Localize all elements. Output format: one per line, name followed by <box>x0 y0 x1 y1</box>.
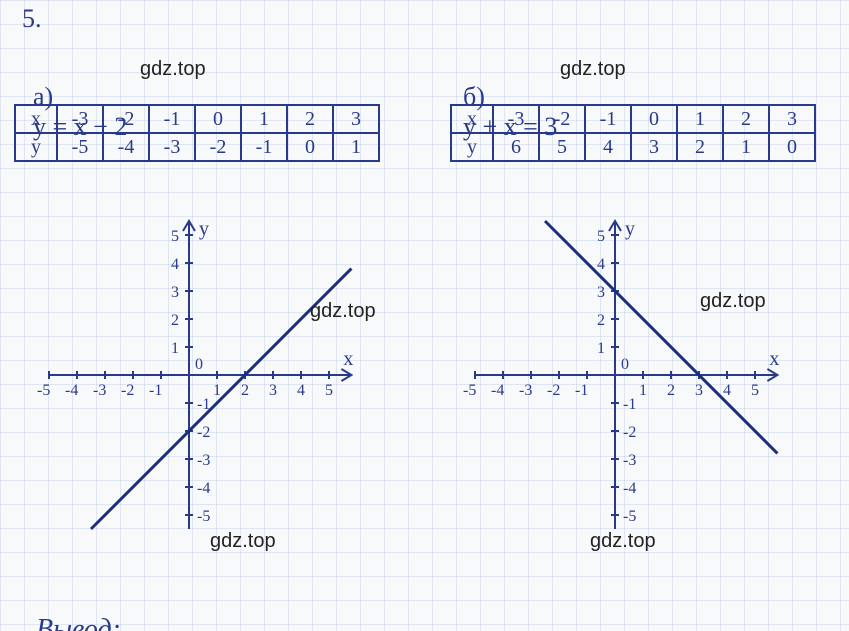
svg-text:1: 1 <box>597 340 605 357</box>
cell: 5 <box>539 133 585 161</box>
graph-a: -5-4-3-2-112345-5-4-3-2-1123450xy <box>14 180 384 570</box>
cell: 0 <box>769 133 815 161</box>
watermark: gdz.top <box>700 290 766 313</box>
cell: -4 <box>103 133 149 161</box>
row-header-x: x <box>451 105 493 133</box>
svg-text:5: 5 <box>597 228 605 245</box>
svg-text:3: 3 <box>695 382 703 399</box>
svg-text:x: x <box>769 348 779 370</box>
row-header-x: x <box>15 105 57 133</box>
svg-text:3: 3 <box>171 284 179 301</box>
cell: -2 <box>539 105 585 133</box>
table-row: y 6 5 4 3 2 1 0 <box>451 133 815 161</box>
cell: 2 <box>677 133 723 161</box>
conclusion: Вывод: прямая <box>22 582 122 631</box>
cell: 3 <box>333 105 379 133</box>
svg-text:-2: -2 <box>623 424 636 441</box>
cell: 3 <box>631 133 677 161</box>
cell: 0 <box>631 105 677 133</box>
svg-text:-1: -1 <box>623 396 636 413</box>
svg-text:-2: -2 <box>121 382 134 399</box>
cell: 1 <box>241 105 287 133</box>
svg-text:-3: -3 <box>623 452 636 469</box>
cell: 0 <box>195 105 241 133</box>
svg-text:5: 5 <box>171 228 179 245</box>
cell: 2 <box>723 105 769 133</box>
svg-text:-4: -4 <box>623 480 636 497</box>
cell: 3 <box>769 105 815 133</box>
svg-text:4: 4 <box>171 256 179 273</box>
table-row: y -5 -4 -3 -2 -1 0 1 <box>15 133 379 161</box>
watermark: gdz.top <box>560 58 626 81</box>
svg-text:-5: -5 <box>463 382 476 399</box>
table-row: x -3 -2 -1 0 1 2 3 <box>15 105 379 133</box>
watermark: gdz.top <box>310 300 376 323</box>
cell: -5 <box>57 133 103 161</box>
svg-text:4: 4 <box>723 382 731 399</box>
cell: 1 <box>723 133 769 161</box>
svg-text:1: 1 <box>639 382 647 399</box>
svg-text:-3: -3 <box>519 382 532 399</box>
svg-text:1: 1 <box>213 382 221 399</box>
graph-b: -5-4-3-2-112345-5-4-3-2-1123450xy <box>440 180 840 570</box>
svg-text:1: 1 <box>171 340 179 357</box>
svg-text:4: 4 <box>597 256 605 273</box>
watermark: gdz.top <box>140 58 206 81</box>
cell: 4 <box>585 133 631 161</box>
svg-text:0: 0 <box>621 356 629 373</box>
svg-text:-3: -3 <box>93 382 106 399</box>
cell: -2 <box>195 133 241 161</box>
svg-text:-1: -1 <box>575 382 588 399</box>
cell: -1 <box>149 105 195 133</box>
svg-text:5: 5 <box>751 382 759 399</box>
svg-text:-4: -4 <box>491 382 504 399</box>
svg-text:-5: -5 <box>37 382 50 399</box>
svg-text:-2: -2 <box>547 382 560 399</box>
cell: -2 <box>103 105 149 133</box>
table-b: x -3 -2 -1 0 1 2 3 y 6 5 4 3 2 1 0 <box>450 104 816 162</box>
cell: -3 <box>149 133 195 161</box>
cell: -1 <box>241 133 287 161</box>
svg-text:-4: -4 <box>197 480 210 497</box>
svg-text:-2: -2 <box>197 424 210 441</box>
cell: 1 <box>333 133 379 161</box>
row-header-y: y <box>15 133 57 161</box>
svg-text:3: 3 <box>597 284 605 301</box>
svg-text:-3: -3 <box>197 452 210 469</box>
row-header-y: y <box>451 133 493 161</box>
table-a: x -3 -2 -1 0 1 2 3 y -5 -4 -3 -2 -1 0 1 <box>14 104 380 162</box>
problem-number: 5. <box>22 4 42 34</box>
table-row: x -3 -2 -1 0 1 2 3 <box>451 105 815 133</box>
svg-text:4: 4 <box>297 382 305 399</box>
conclusion-label: Вывод: <box>36 614 121 631</box>
svg-text:2: 2 <box>171 312 179 329</box>
cell: -3 <box>493 105 539 133</box>
svg-text:y: y <box>625 218 635 240</box>
svg-text:0: 0 <box>195 356 203 373</box>
cell: 6 <box>493 133 539 161</box>
svg-text:2: 2 <box>667 382 675 399</box>
watermark: gdz.top <box>210 530 276 553</box>
cell: 1 <box>677 105 723 133</box>
svg-text:3: 3 <box>269 382 277 399</box>
svg-text:-5: -5 <box>197 508 210 525</box>
svg-text:5: 5 <box>325 382 333 399</box>
svg-text:-5: -5 <box>623 508 636 525</box>
cell: -1 <box>585 105 631 133</box>
svg-text:-4: -4 <box>65 382 78 399</box>
watermark: gdz.top <box>590 530 656 553</box>
cell: 0 <box>287 133 333 161</box>
svg-text:2: 2 <box>597 312 605 329</box>
svg-text:y: y <box>199 218 209 240</box>
cell: -3 <box>57 105 103 133</box>
svg-text:x: x <box>343 348 353 370</box>
cell: 2 <box>287 105 333 133</box>
svg-text:2: 2 <box>241 382 249 399</box>
svg-text:-1: -1 <box>149 382 162 399</box>
